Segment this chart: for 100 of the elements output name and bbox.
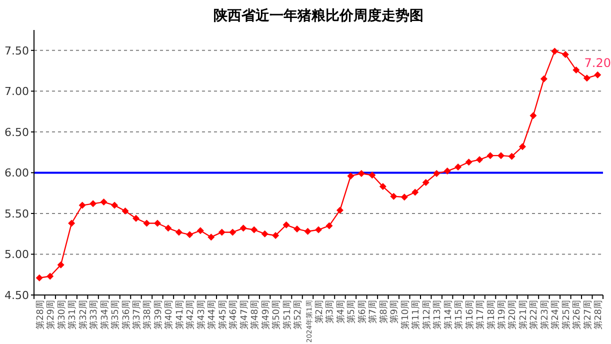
x-tick-label: 第47周 [238,300,250,330]
x-tick-label: 第27周 [582,300,594,330]
point [454,163,462,170]
x-tick-label: 第11周 [410,300,422,330]
point [218,228,226,236]
x-tick-label: 第18周 [486,300,497,330]
x-tick-label: 第43周 [196,300,207,330]
y-tick-label: 7.00 [4,85,29,98]
point [78,202,86,209]
point [518,143,526,150]
point [186,231,194,238]
point [261,230,268,238]
y-tick-label: 6.50 [4,126,29,139]
point [326,222,333,230]
x-tick-label: 第4周 [335,300,346,324]
point [196,227,204,234]
point [143,220,150,227]
point [154,220,161,227]
x-tick-label: 第50周 [271,300,282,330]
chart-title: 陕西省近一年猪粮比价周度走势图 [214,7,424,24]
x-tick-label: 第36周 [120,300,132,330]
point [229,228,236,236]
x-tick-label: 第33周 [88,300,100,330]
point [315,226,322,234]
point [208,234,215,241]
x-tick-label: 第32周 [78,300,89,330]
point [412,188,419,196]
point [36,274,43,282]
x-tick-label: 第28周 [593,300,604,330]
point [68,220,76,227]
x-tick-label: 第46周 [228,300,240,330]
point [400,194,408,201]
point [433,170,440,178]
point [46,272,54,280]
x-tick-label: 第41周 [174,300,186,330]
point [368,172,376,179]
x-tick-label: 第16周 [464,300,476,330]
x-tick-label: 第8周 [378,300,390,324]
x-tick-label: 第6周 [356,300,368,324]
x-tick-label: 第51周 [282,300,293,330]
x-tick-label: 第38周 [142,300,154,330]
x-tick-label: 第17周 [475,300,486,330]
x-tick-label: 第23周 [539,300,550,330]
point [486,152,494,160]
point [551,48,558,55]
point [390,192,398,200]
x-tick-label: 第9周 [389,300,400,324]
point [379,183,386,190]
point [594,71,602,78]
x-tick-label: 第45周 [217,300,228,330]
x-tick-label: 第13周 [432,300,444,330]
x-tick-label: 第2周 [314,300,325,324]
x-tick-label: 第7周 [368,300,379,324]
point [336,206,344,214]
x-tick-label: 第37周 [131,300,142,330]
x-tick-label: 第42周 [185,300,196,330]
x-tick-label: 第31周 [67,300,78,330]
point [175,228,182,236]
x-tick-label: 第26周 [572,300,583,330]
point [530,112,537,120]
point [90,200,97,208]
point [164,224,172,232]
point [100,198,108,206]
y-tick-label: 6.00 [4,166,29,180]
point [111,202,118,209]
x-tick-label: 第40周 [164,300,175,330]
point [272,232,280,239]
x-tick-label: 第21周 [518,300,529,330]
x-tick-label: 第20周 [507,300,518,330]
point [304,228,312,235]
y-tick-label: 7.50 [4,44,29,58]
point [57,261,64,268]
point [562,50,569,58]
x-tick-label: 第12周 [421,300,432,330]
x-tick-label: 第30周 [56,300,68,330]
x-tick-label: 第19周 [496,300,508,330]
x-tick-label: 第44周 [206,300,218,330]
point [122,208,129,215]
point [282,221,290,228]
data-label: 7.20 [584,56,611,70]
x-tick-label: 第49周 [260,300,272,330]
point [465,158,472,166]
y-tick-label: 5.00 [4,248,29,262]
y-tick-label: 4.50 [4,289,29,302]
x-tick-label: 第10周 [400,300,411,330]
x-tick-label: 第28周 [34,300,46,330]
point [444,168,451,175]
point [294,225,301,232]
point [132,214,140,222]
x-tick-label: 第52周 [292,300,304,330]
x-tick-label: 第25周 [560,300,572,330]
point [422,178,430,186]
x-tick-label: 第3周 [324,300,336,324]
point [347,172,354,180]
point [572,66,580,74]
x-tick-label: 第24周 [550,300,562,330]
x-tick-label: 第29周 [46,300,57,330]
x-tick-label: 第48周 [250,300,261,330]
x-tick-label: 第5周 [346,300,358,324]
point [250,226,258,234]
